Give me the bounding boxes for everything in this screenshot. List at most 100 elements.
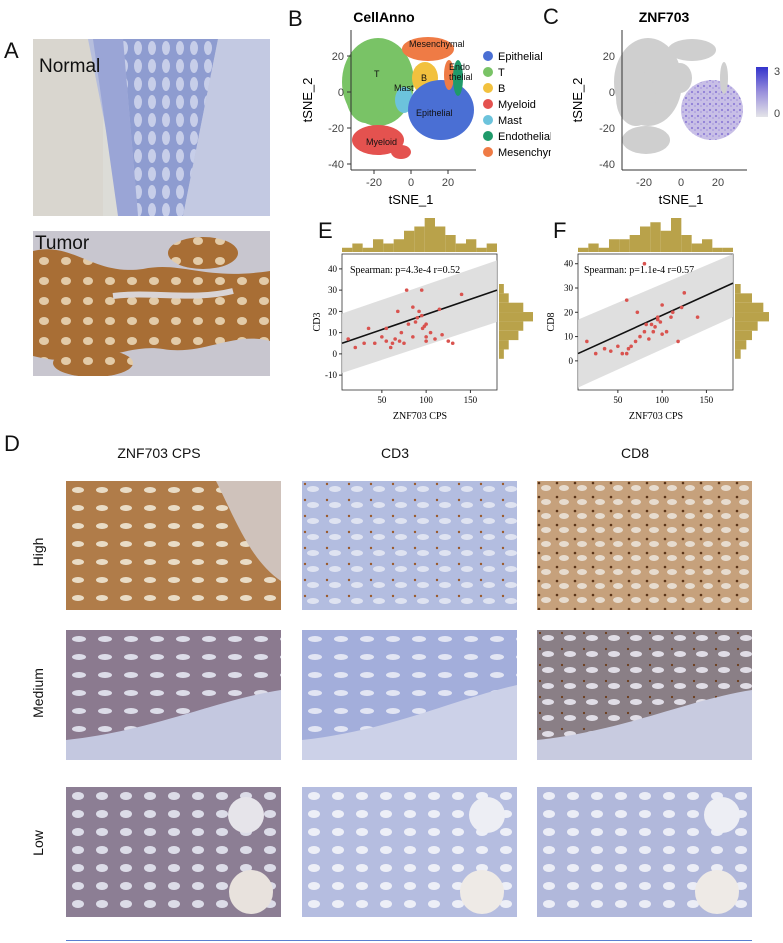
cd3-marginal-y-bar xyxy=(499,302,524,313)
cd8-marginal-x-bar xyxy=(660,230,671,252)
cluster-mesenchymal xyxy=(402,37,454,61)
cd3-marginal-x-bar xyxy=(445,235,456,252)
cd3-data-point xyxy=(396,309,400,314)
cd8-ytick-label: 20 xyxy=(564,307,574,317)
cd8-data-point xyxy=(593,351,598,356)
column-title-znf703: ZNF703 CPS xyxy=(117,445,201,461)
cd3-data-point xyxy=(353,345,358,350)
cd3-data-point xyxy=(397,339,402,343)
ihc-cd3-low xyxy=(302,787,517,917)
cd3-marginal-y-bar xyxy=(499,321,524,331)
cd8-data-point xyxy=(679,305,684,310)
znf703-ylabel: tSNE_2 xyxy=(570,78,585,123)
cd8-data-point xyxy=(642,261,647,266)
cd3-data-point xyxy=(402,341,406,346)
cluster-label-epithelial: Epithelial xyxy=(416,108,453,118)
cd8-fit-line xyxy=(577,282,734,355)
cd3-data-point xyxy=(384,339,389,343)
ihc-cd8-low xyxy=(537,787,752,917)
tumor-tissue-image: Tumor xyxy=(33,231,270,376)
cd8-xtick-label: 50 xyxy=(613,395,623,405)
cd3-ytick-label: 0 xyxy=(333,349,338,359)
ihc-cd3-high xyxy=(302,481,517,610)
cd8-marginal-y-bar xyxy=(735,312,769,322)
cd3-marginal-y-bar xyxy=(499,312,533,322)
cluster-label-t: T xyxy=(374,69,380,79)
cd3-data-point xyxy=(390,341,395,346)
cd8-xlabel: ZNF703 CPS xyxy=(629,411,683,422)
celltype-xtick: 20 xyxy=(442,177,454,189)
cd8-marginal-x-bar xyxy=(629,235,640,252)
cd3-data-point xyxy=(413,320,418,324)
ihc-cd8-medium xyxy=(537,630,752,760)
cd8-data-point xyxy=(670,310,675,315)
znf703-ytick: -20 xyxy=(599,123,615,135)
cd3-fit-line xyxy=(341,289,498,345)
cd3-data-point xyxy=(380,335,384,339)
cd8-data-point xyxy=(633,339,638,344)
cd8-correlation-plot: CD8 ZNF703 CPS Spearman: p=1.1e-4 r=0.57… xyxy=(546,218,769,422)
cd3-ylabel: CD3 xyxy=(312,313,323,332)
cd8-data-point xyxy=(664,329,669,334)
cluster-label-mesenchymal: Mesenchymal xyxy=(409,39,465,49)
cd3-data-point xyxy=(450,341,455,346)
cd3-marginal-x-bar xyxy=(352,243,363,252)
cd8-data-point xyxy=(695,315,700,319)
cd8-confidence-band xyxy=(578,254,733,388)
row-title-high: High xyxy=(30,537,46,567)
legend-epithelial: Epithelial xyxy=(498,51,543,63)
cd3-marginal-x-bar xyxy=(424,218,435,252)
cd8-ylabel: CD8 xyxy=(546,313,557,332)
panel-c-letter: C xyxy=(543,4,559,29)
cd3-data-point xyxy=(346,337,350,341)
celltype-xtick: 0 xyxy=(408,177,414,189)
cd3-data-point xyxy=(433,337,437,341)
cluster-label-b: B xyxy=(421,73,427,83)
tumor-label: Tumor xyxy=(35,233,90,254)
cd8-data-point xyxy=(608,349,613,353)
cd8-marginal-x-bar xyxy=(712,247,723,252)
cd3-marginal-x-bar xyxy=(466,239,477,252)
cd3-data-point xyxy=(384,326,389,331)
cd3-marginal-x-bar xyxy=(486,243,497,252)
celltype-ytick: 0 xyxy=(338,87,344,99)
cd3-marginal-x-bar xyxy=(404,230,415,252)
cd8-marginal-x-bar xyxy=(702,239,713,252)
cd3-data-point xyxy=(366,326,371,331)
cd3-marginal-y-bar xyxy=(499,330,519,341)
cd8-marginal-x-bar xyxy=(609,239,620,252)
znf703-ytick: -40 xyxy=(599,159,615,171)
cd8-marginal-x-bar xyxy=(671,218,682,252)
cd8-data-point xyxy=(629,344,633,349)
cd8-xtick-label: 100 xyxy=(655,395,669,405)
cd3-data-point xyxy=(411,305,415,309)
colorbar-tick: 3 xyxy=(774,66,780,78)
cd8-marginal-x-bar xyxy=(588,243,599,252)
cd3-marginal-x-bar xyxy=(414,226,425,252)
cd3-xtick-label: 50 xyxy=(377,395,387,405)
cd3-marginal-x-bar xyxy=(393,239,404,252)
panel-f-letter: F xyxy=(553,218,567,243)
cd3-marginal-x-bar xyxy=(455,243,466,252)
cluster-endothelial xyxy=(453,60,463,96)
cd3-ytick-label: 40 xyxy=(328,264,338,274)
cd8-data-point xyxy=(626,346,631,351)
panel-e-letter: E xyxy=(318,218,333,243)
panel-b-letter: B xyxy=(288,6,303,31)
znf703-tsne-plot: ZNF703 -20 0 20 20 0 -20 -40 tSNE_1 tSNE… xyxy=(570,9,780,207)
cd3-annotation: Spearman: p=4.3e-4 r=0.52 xyxy=(350,265,460,276)
cd8-data-point xyxy=(642,329,647,334)
cd3-marginal-x-bar xyxy=(373,239,384,252)
cd3-data-point xyxy=(424,322,428,326)
normal-label: Normal xyxy=(39,56,101,77)
cd8-xtick-label: 150 xyxy=(700,395,714,405)
row-title-medium: Medium xyxy=(30,668,46,718)
znf703-xtick: 0 xyxy=(678,177,684,189)
legend-myeloid: Myeloid xyxy=(498,99,536,111)
cd3-marginal-y-bar xyxy=(499,349,504,359)
cd8-marginal-y-bar xyxy=(735,293,752,303)
cd8-data-point xyxy=(658,320,663,324)
cd8-marginal-x-bar xyxy=(640,226,651,252)
cd8-data-point xyxy=(620,351,625,356)
celltype-ytick: -20 xyxy=(328,123,344,135)
